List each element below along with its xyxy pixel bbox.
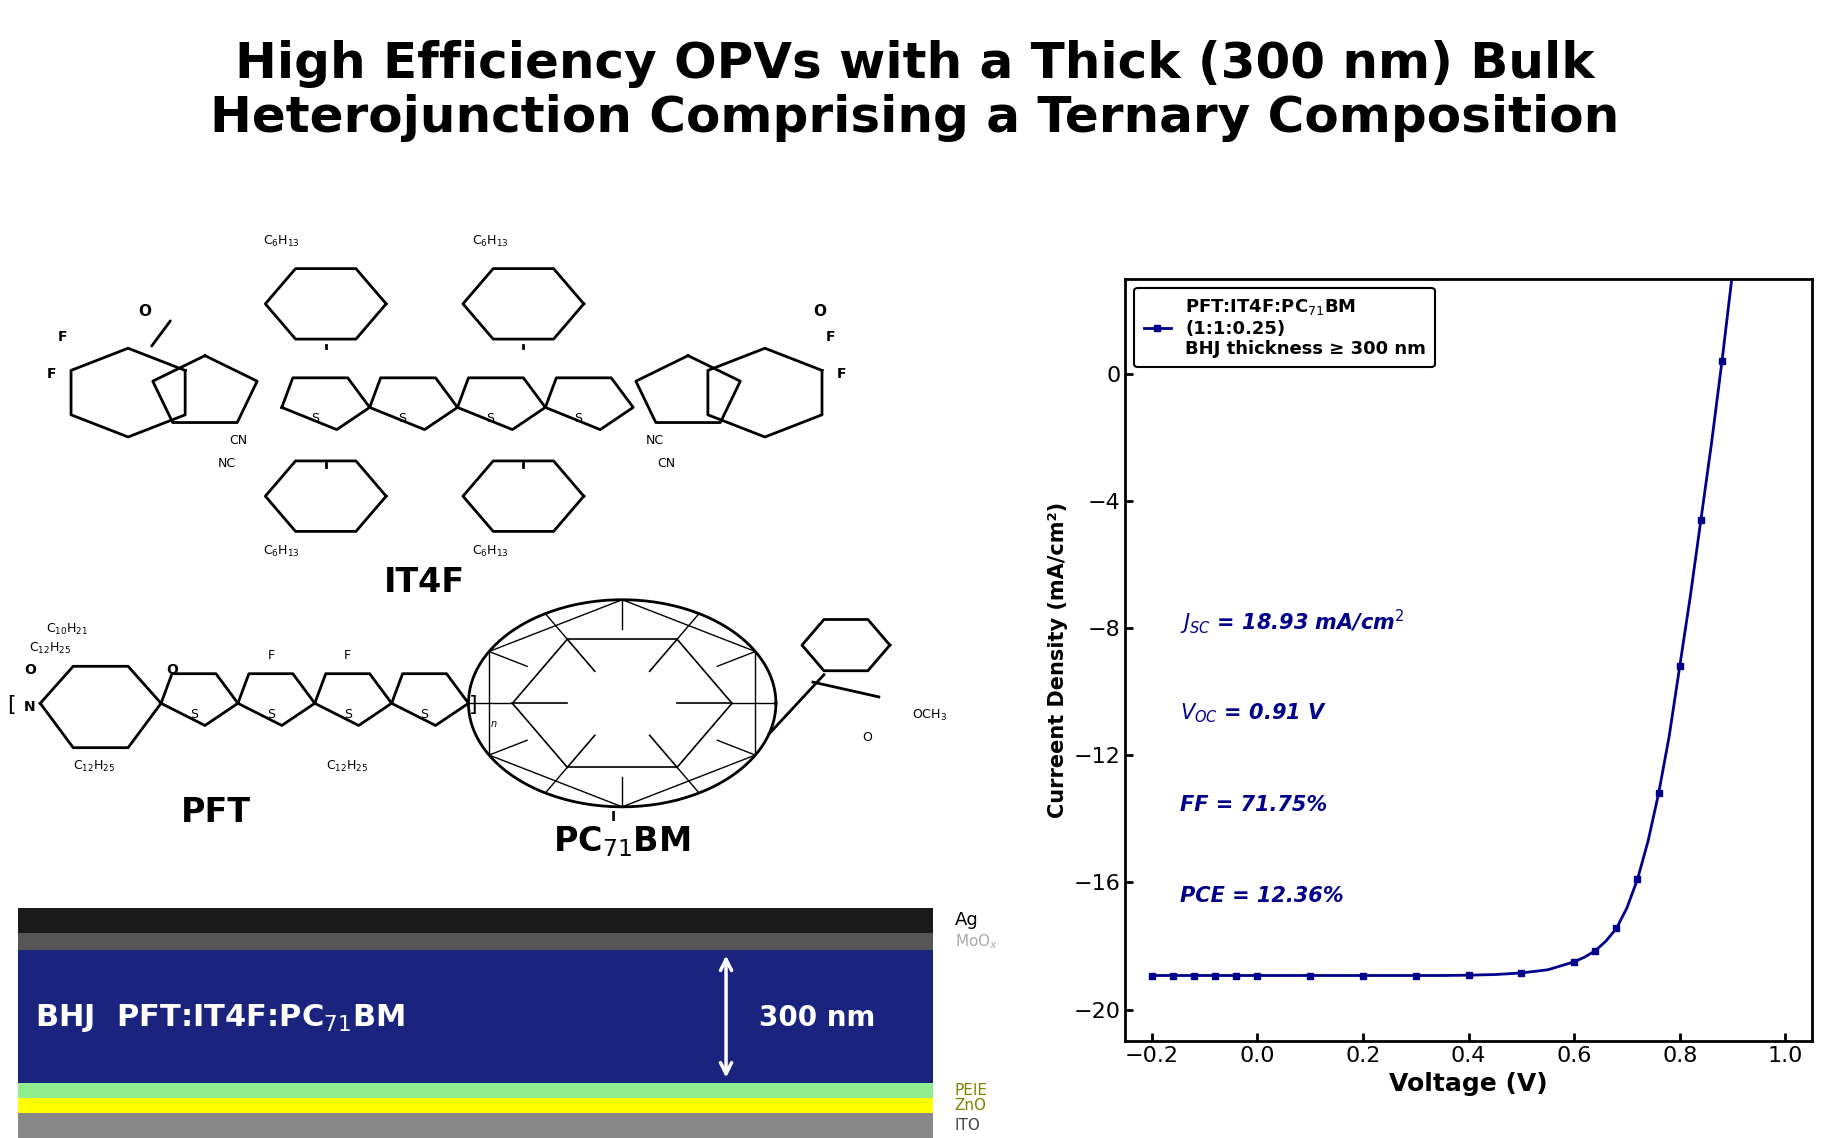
Text: NC: NC: [646, 435, 664, 447]
Text: F: F: [344, 649, 351, 662]
Text: F: F: [46, 366, 57, 381]
Text: S: S: [190, 708, 198, 721]
Text: C$_6$H$_{13}$: C$_6$H$_{13}$: [472, 544, 509, 560]
Text: O: O: [24, 662, 35, 677]
Text: ]: ]: [468, 694, 478, 715]
Text: Ag: Ag: [955, 912, 979, 930]
Text: 300 nm: 300 nm: [759, 1004, 875, 1032]
Y-axis label: Curreent Density (mA/cm²): Curreent Density (mA/cm²): [1049, 502, 1069, 818]
Text: O: O: [813, 304, 827, 319]
Text: PCE = 12.36%: PCE = 12.36%: [1180, 887, 1343, 906]
Text: PEIE: PEIE: [955, 1083, 988, 1098]
Text: F: F: [825, 330, 836, 344]
Text: MoO$_x$: MoO$_x$: [955, 932, 997, 951]
Text: S: S: [399, 412, 406, 426]
Text: C$_{12}$H$_{25}$: C$_{12}$H$_{25}$: [73, 759, 115, 774]
Text: $V_{OC}$ = 0.91 V: $V_{OC}$ = 0.91 V: [1180, 702, 1327, 725]
Text: S: S: [344, 708, 351, 721]
Bar: [18, 950, 933, 1083]
Text: NC: NC: [218, 456, 236, 470]
Text: High Efficiency OPVs with a Thick (300 nm) Bulk
Heterojunction Comprising a Tern: High Efficiency OPVs with a Thick (300 n…: [210, 40, 1620, 141]
Text: O: O: [137, 304, 152, 319]
Text: O: O: [862, 732, 873, 744]
Text: C$_6$H$_{13}$: C$_6$H$_{13}$: [264, 544, 300, 560]
Text: C$_6$H$_{13}$: C$_6$H$_{13}$: [264, 233, 300, 249]
Text: C$_6$H$_{13}$: C$_6$H$_{13}$: [472, 233, 509, 249]
Bar: [18, 1083, 933, 1098]
Text: S: S: [311, 412, 318, 426]
X-axis label: Voltage (V): Voltage (V): [1389, 1072, 1548, 1096]
Text: S: S: [267, 708, 274, 721]
Text: $_n$: $_n$: [490, 716, 498, 731]
Text: $J_{SC}$ = 18.93 mA/cm$^{2}$: $J_{SC}$ = 18.93 mA/cm$^{2}$: [1180, 608, 1405, 636]
Text: C$_{12}$H$_{25}$: C$_{12}$H$_{25}$: [326, 759, 368, 774]
Text: C$_{10}$H$_{21}$: C$_{10}$H$_{21}$: [46, 622, 88, 637]
Text: C$_{12}$H$_{25}$: C$_{12}$H$_{25}$: [29, 641, 71, 655]
Bar: [18, 1098, 933, 1113]
Text: CN: CN: [229, 435, 247, 447]
Text: N: N: [24, 700, 35, 714]
Text: BHJ  PFT:IT4F:PC$_{71}$BM: BHJ PFT:IT4F:PC$_{71}$BM: [35, 1001, 404, 1033]
Text: O: O: [167, 662, 178, 677]
Text: ZnO: ZnO: [955, 1098, 986, 1113]
Text: I: I: [611, 810, 617, 824]
Text: PC$_{71}$BM: PC$_{71}$BM: [553, 824, 692, 859]
Bar: [18, 1113, 933, 1138]
Text: IT4F: IT4F: [384, 567, 465, 600]
Text: S: S: [421, 708, 428, 721]
Text: FF = 71.75%: FF = 71.75%: [1180, 795, 1327, 815]
Text: ITO: ITO: [955, 1118, 981, 1133]
Text: F: F: [836, 366, 847, 381]
Bar: [18, 933, 933, 950]
Legend: PFT:IT4F:PC$_{71}$BM
(1:1:0.25)
BHJ thickness ≥ 300 nm: PFT:IT4F:PC$_{71}$BM (1:1:0.25) BHJ thic…: [1135, 288, 1435, 368]
Text: CN: CN: [657, 456, 675, 470]
Text: PFT: PFT: [181, 795, 251, 828]
Text: [: [: [7, 694, 16, 715]
Bar: [18, 908, 933, 933]
Text: S: S: [487, 412, 494, 426]
Text: F: F: [57, 330, 68, 344]
Text: OCH$_3$: OCH$_3$: [911, 708, 946, 723]
Text: F: F: [267, 649, 274, 662]
Text: S: S: [575, 412, 582, 426]
